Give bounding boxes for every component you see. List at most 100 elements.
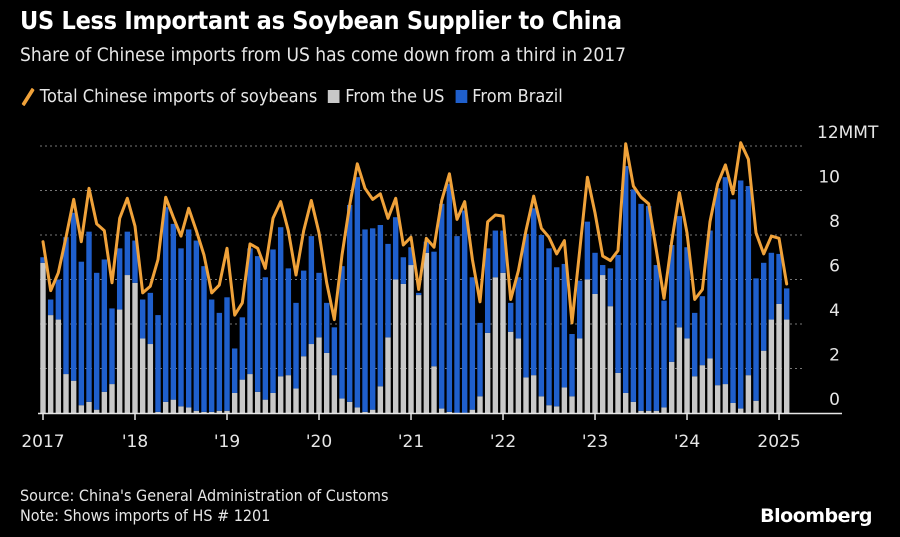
bar-brazil xyxy=(469,277,476,410)
bar-brazil xyxy=(546,248,552,406)
bar-us xyxy=(615,372,621,413)
bar-us xyxy=(170,399,177,413)
bar-brazil xyxy=(507,302,514,332)
bar-brazil xyxy=(684,247,690,339)
bar-us xyxy=(630,401,637,413)
bar-brazil xyxy=(63,237,69,375)
legend-brazil-swatch-icon xyxy=(455,90,467,103)
x-tick-label: '22 xyxy=(490,432,516,452)
bar-brazil xyxy=(607,268,614,307)
bar-brazil xyxy=(162,207,169,402)
bar-us xyxy=(385,337,391,413)
bar-us xyxy=(93,409,100,413)
bar-us xyxy=(308,344,315,413)
bar-us xyxy=(753,400,759,413)
bar-brazil xyxy=(262,277,269,400)
bar-brazil xyxy=(331,327,338,376)
bar-us xyxy=(676,327,683,413)
bar-brazil xyxy=(346,204,353,402)
bar-us xyxy=(116,309,123,413)
bar-us xyxy=(201,411,207,413)
bar-us xyxy=(78,405,85,413)
bar-brazil xyxy=(745,186,752,376)
bar-us xyxy=(714,385,721,413)
legend-label-us: From the US xyxy=(345,86,445,107)
bar-us xyxy=(469,409,476,413)
bar-us xyxy=(538,396,545,413)
bar-us xyxy=(216,410,223,413)
chart-subtitle: Share of Chinese imports from US has com… xyxy=(20,44,627,66)
bar-us xyxy=(162,401,169,413)
bar-us xyxy=(277,376,284,413)
bar-brazil xyxy=(185,229,192,408)
bar-brazil xyxy=(538,235,545,397)
bar-us xyxy=(346,401,353,413)
y-tick-label: 8 xyxy=(829,212,840,232)
bar-brazil xyxy=(216,312,223,411)
bar-brazil xyxy=(653,265,660,411)
bar-brazil xyxy=(239,317,246,380)
bar-us xyxy=(584,279,591,413)
bar-brazil xyxy=(630,189,637,402)
bar-brazil xyxy=(78,261,85,406)
bar-brazil xyxy=(40,257,46,263)
bar-brazil xyxy=(224,297,230,411)
bar-us xyxy=(178,406,184,413)
bar-us xyxy=(431,366,437,413)
bar-brazil xyxy=(638,203,644,411)
bar-us xyxy=(254,391,261,413)
bar-brazil xyxy=(147,292,154,345)
bar-us xyxy=(576,338,583,413)
bar-brazil xyxy=(523,233,529,378)
bar-us xyxy=(691,376,698,413)
bar-us xyxy=(653,410,660,413)
bar-us xyxy=(760,350,767,413)
bar-us xyxy=(323,352,330,413)
bar-us xyxy=(316,337,322,413)
bar-brazil xyxy=(323,302,330,353)
x-tick-label: '21 xyxy=(398,432,424,452)
x-tick-label: '24 xyxy=(674,432,700,452)
bar-brazil xyxy=(231,348,238,393)
bar-us xyxy=(377,386,384,413)
bar-us xyxy=(500,272,506,413)
bar-us xyxy=(507,331,514,413)
bar-brazil xyxy=(753,278,759,401)
bar-brazil xyxy=(691,312,698,377)
x-axis xyxy=(38,412,842,420)
bar-us xyxy=(40,262,46,413)
bar-us xyxy=(722,384,729,413)
bar-brazil xyxy=(170,223,177,400)
bar-us xyxy=(293,388,299,413)
bar-us xyxy=(155,411,161,413)
bar-us xyxy=(638,410,644,413)
bar-brazil xyxy=(155,315,161,412)
bar-us xyxy=(339,398,345,413)
bar-us xyxy=(47,315,54,413)
bar-brazil xyxy=(285,268,292,376)
source-text: Source: China's General Administration o… xyxy=(20,486,389,505)
bar-us xyxy=(270,392,276,413)
bar-us xyxy=(101,391,108,413)
chart-title: US Less Important as Soybean Supplier to… xyxy=(20,6,622,35)
bar-us xyxy=(185,407,192,413)
legend-item-brazil: From Brazil xyxy=(455,86,563,107)
legend-label-total: Total Chinese imports of soybeans xyxy=(39,86,318,107)
bar-brazil xyxy=(661,300,667,408)
bar-us xyxy=(607,306,614,413)
bar-brazil xyxy=(584,221,591,280)
bar-us xyxy=(392,279,399,413)
bar-us xyxy=(224,410,230,413)
note-text: Note: Shows imports of HS # 1201 xyxy=(20,506,271,525)
bar-us xyxy=(139,338,146,413)
total-line xyxy=(41,141,789,325)
bar-brazil xyxy=(385,243,391,338)
bar-brazil xyxy=(201,266,207,412)
bar-us xyxy=(776,303,782,413)
bar-brazil xyxy=(132,240,138,283)
bar-us xyxy=(70,380,77,413)
bar-us xyxy=(592,293,598,413)
bar-brazil xyxy=(553,267,560,407)
bar-us xyxy=(645,410,652,413)
bar-us xyxy=(63,374,69,413)
